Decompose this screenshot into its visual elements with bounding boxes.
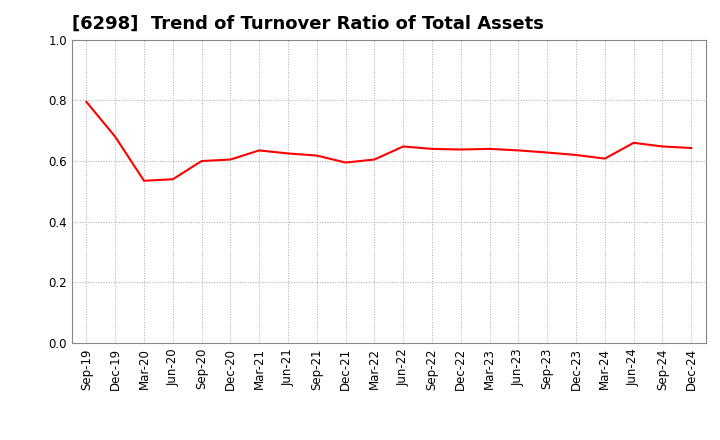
Text: [6298]  Trend of Turnover Ratio of Total Assets: [6298] Trend of Turnover Ratio of Total … — [72, 15, 544, 33]
